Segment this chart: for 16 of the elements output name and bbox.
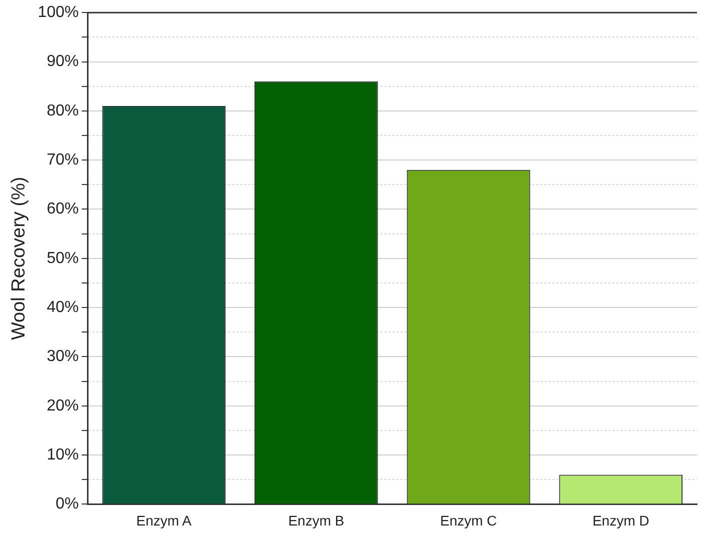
y-tick-label: 50% bbox=[46, 250, 79, 267]
y-tick-label: 0% bbox=[56, 496, 79, 513]
x-tick-label: Enzym D bbox=[592, 512, 650, 528]
y-tick-label: 80% bbox=[46, 102, 79, 120]
y-tick-label: 100% bbox=[38, 4, 79, 22]
x-tick-label: Enzym C bbox=[440, 512, 497, 528]
y-tick-label: 40% bbox=[46, 298, 79, 316]
y-axis-title: Wool Recovery (%) bbox=[8, 176, 30, 340]
y-tick-label: 90% bbox=[46, 53, 79, 70]
y-tick-label: 70% bbox=[46, 151, 79, 168]
y-tick-label: 60% bbox=[46, 200, 79, 218]
y-tick-label: 30% bbox=[46, 348, 79, 366]
y-tick-label: 10% bbox=[46, 446, 79, 464]
x-tick-label: Enzym B bbox=[288, 512, 344, 528]
y-tick-label: 20% bbox=[46, 397, 79, 414]
x-tick-label: Enzym A bbox=[136, 512, 192, 528]
